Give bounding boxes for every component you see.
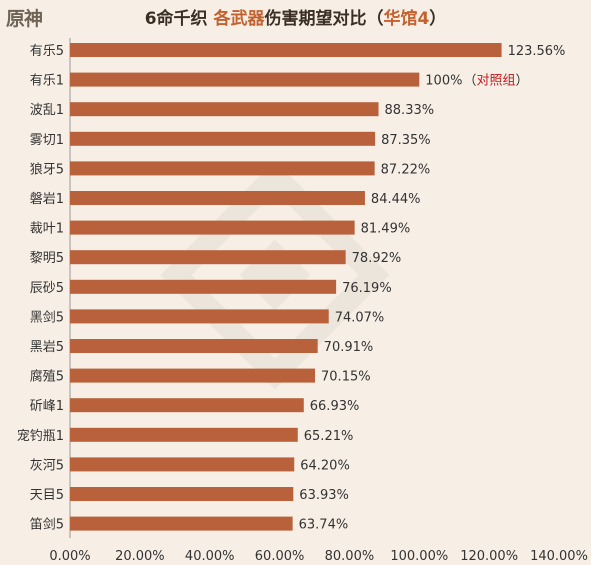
data-label: 87.22%: [381, 162, 431, 177]
bars-layer: 有乐5 123.56% 有乐1 100% （对照组） 波乱1 88.33% 雾切1 87.35%…: [17, 38, 588, 564]
data-label: 88.33%: [385, 103, 435, 118]
title-part-3: 伤害期望对比（: [264, 9, 384, 29]
category-label: 宠钓瓶1: [17, 428, 64, 444]
x-tick-label: 20.00%: [115, 549, 165, 564]
data-label: 66.93%: [310, 399, 360, 414]
category-label: 黑岩5: [30, 340, 64, 355]
bar: [70, 516, 293, 531]
x-tick-label: 120.00%: [460, 549, 518, 564]
category-label: 辰砂5: [30, 281, 64, 296]
category-label: 波乱1: [30, 103, 64, 118]
category-label: 雾切1: [30, 133, 64, 148]
category-label: 腐殖5: [30, 369, 64, 385]
bar: [70, 398, 304, 413]
data-label: 65.21%: [304, 429, 354, 444]
category-label: 笛剑5: [30, 517, 64, 533]
x-tick-label: 100.00%: [390, 549, 448, 564]
category-label: 黎明5: [30, 251, 64, 266]
x-tick-label: 40.00%: [185, 549, 235, 564]
genshin-logo: 原神: [6, 8, 43, 30]
bar: [70, 191, 365, 205]
bar: [70, 131, 376, 146]
data-label: 64.20%: [300, 458, 350, 473]
category-label: 灰河5: [30, 458, 64, 473]
category-label: 磐岩1: [30, 192, 64, 207]
category-label: 黑剑5: [30, 309, 64, 325]
x-tick-label: 140.00%: [530, 549, 588, 564]
chart-title: 6命千织 各武器伤害期望对比（华馆4）: [0, 4, 591, 29]
reference-note: （对照组）: [463, 74, 528, 89]
category-label: 裁叶1: [30, 221, 64, 237]
data-label: 74.07%: [335, 310, 385, 325]
x-tick-label: 80.00%: [325, 549, 375, 564]
bar: [70, 161, 375, 176]
data-label: 84.44%: [371, 192, 421, 207]
bar: [70, 220, 355, 235]
bar: [70, 279, 337, 294]
data-label: 87.35%: [381, 133, 431, 148]
bar: [70, 339, 318, 353]
bar: [70, 368, 316, 383]
category-label: 斫峰1: [30, 399, 64, 414]
category-label: 狼牙5: [30, 162, 64, 177]
title-part-4: 华馆4: [383, 9, 430, 29]
data-label: 63.74%: [299, 518, 349, 533]
bar: [70, 43, 502, 57]
category-label: 有乐1: [30, 74, 64, 89]
bar: [70, 250, 346, 265]
bar: [70, 487, 294, 501]
bar: [70, 457, 295, 472]
bar: [70, 72, 420, 87]
category-label: 天目5: [30, 488, 64, 503]
bar: [70, 309, 329, 324]
bar: [70, 102, 379, 117]
data-label: 78.92%: [352, 251, 402, 266]
category-label: 有乐5: [30, 44, 64, 59]
data-label: 70.15%: [321, 370, 371, 385]
data-label: 76.19%: [342, 281, 392, 296]
x-tick-label: 60.00%: [255, 549, 305, 564]
title-part-5: ）: [429, 9, 447, 29]
title-part-2: 各武器: [213, 9, 265, 29]
data-label: 81.49%: [361, 222, 411, 237]
bar: [70, 427, 298, 442]
data-label: 70.91%: [324, 340, 374, 355]
data-label: 100%: [425, 74, 462, 89]
x-tick-label: 0.00%: [49, 549, 90, 564]
data-label: 63.93%: [299, 488, 349, 503]
title-part-1: 6命千织: [144, 9, 214, 29]
data-label: 123.56%: [508, 44, 566, 59]
